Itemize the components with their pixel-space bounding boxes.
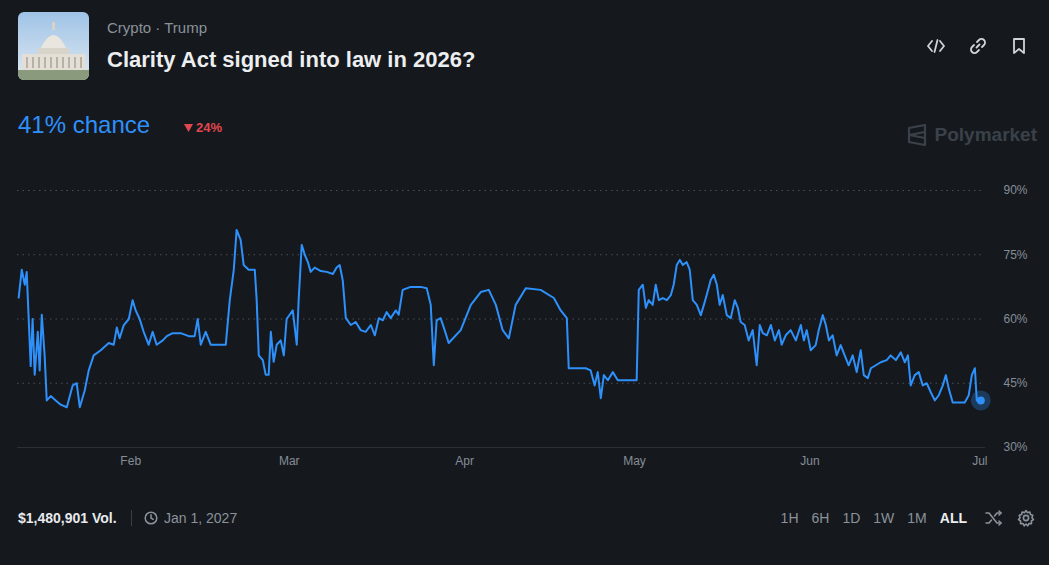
html-text:6H: 6H xyxy=(811,510,830,526)
html-text:ALL: ALL xyxy=(939,510,967,526)
html-text:24%: 24% xyxy=(196,120,222,135)
html-text:Polymarket: Polymarket xyxy=(934,124,1037,145)
svg-text:Jun: Jun xyxy=(800,454,819,468)
html-text:1W: 1W xyxy=(873,510,895,526)
html-text:$1,480,901 Vol.: $1,480,901 Vol. xyxy=(18,510,117,526)
svg-text:Mar: Mar xyxy=(279,454,300,468)
svg-text:90%: 90% xyxy=(1004,183,1028,197)
svg-text:Feb: Feb xyxy=(120,454,141,468)
svg-text:45%: 45% xyxy=(1004,376,1028,390)
svg-text:30%: 30% xyxy=(1004,440,1028,454)
html-text:Jan 1, 2027: Jan 1, 2027 xyxy=(164,510,238,526)
html-text:1D: 1D xyxy=(842,510,861,526)
svg-text:May: May xyxy=(623,454,646,468)
svg-text:75%: 75% xyxy=(1004,248,1028,262)
svg-text:Jul: Jul xyxy=(972,454,987,468)
svg-text:Apr: Apr xyxy=(455,454,474,468)
svg-text:60%: 60% xyxy=(1004,312,1028,326)
html-text:1H: 1H xyxy=(780,510,799,526)
html-text:1M: 1M xyxy=(907,510,927,526)
html-text:41% chance: 41% chance xyxy=(18,111,151,138)
html-text:Crypto · Trump: Crypto · Trump xyxy=(107,19,207,36)
html-text:Clarity Act signed into law in: Clarity Act signed into law in 2026? xyxy=(107,47,476,72)
